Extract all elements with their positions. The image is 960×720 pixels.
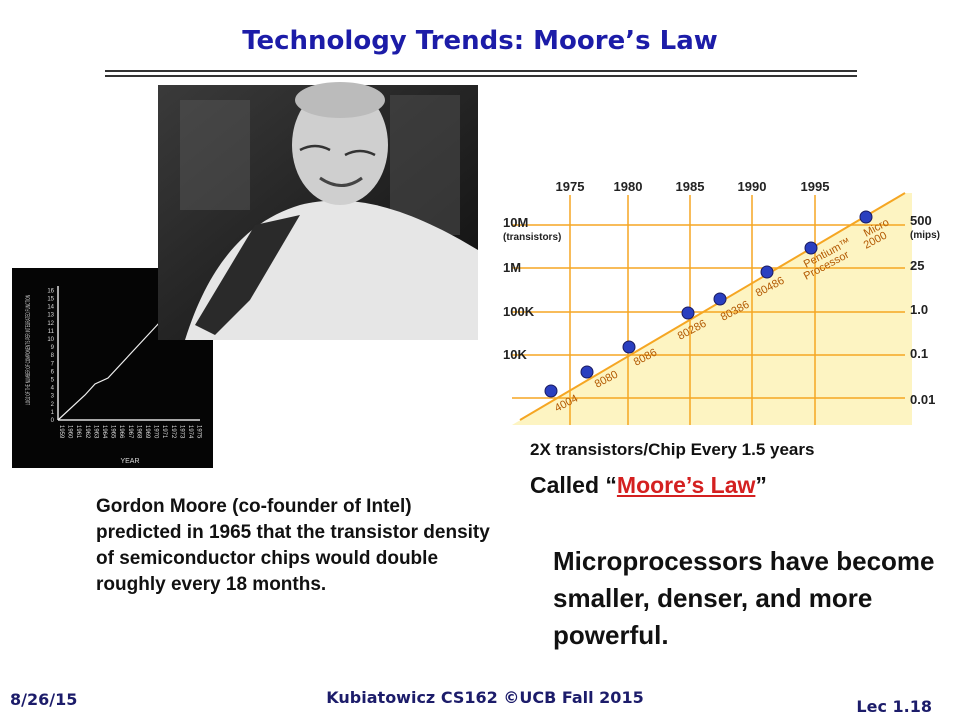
graph-x-tick: 1966	[118, 425, 124, 439]
graph-y-tick: 3	[51, 394, 55, 400]
year-label: 1975	[556, 179, 585, 194]
caption-text: ”	[755, 472, 767, 498]
footer-course: Kubiatowicz CS162 ©UCB Fall 2015	[326, 688, 644, 707]
graph-y-tick: 1	[51, 410, 55, 416]
graph-y-tick: 6	[51, 369, 55, 375]
right-axis-label: 0.01	[910, 392, 935, 407]
right-axis-label: 1.0	[910, 302, 928, 317]
graph-y-tick: 13	[47, 313, 54, 319]
moores-law-link[interactable]: Moore’s Law	[616, 472, 756, 498]
graph-y-tick: 16	[47, 288, 54, 294]
graph-y-tick: 11	[48, 329, 55, 335]
graph-x-tick: 1973	[178, 425, 184, 439]
chip-dot	[681, 306, 695, 320]
chip-dot	[580, 365, 594, 379]
caption-line: 2X transistors/Chip Every 1.5 years	[530, 440, 815, 459]
photo	[158, 82, 478, 340]
graph-x-tick: 1963	[92, 425, 98, 439]
trend-line	[519, 192, 906, 421]
year-label: 1985	[676, 179, 705, 194]
footer-lecture: Lec 1.18	[856, 697, 932, 716]
title-rule	[105, 75, 857, 77]
chip-dot	[622, 340, 636, 354]
chip-dot	[544, 384, 558, 398]
right-axis-label: 500	[910, 213, 932, 228]
footer-date: 8/26/15	[10, 690, 78, 709]
chip-dot	[804, 241, 818, 255]
graph-x-tick: 1970	[153, 425, 159, 439]
conclusion: Microprocessors have become smaller, den…	[553, 546, 935, 650]
year-label: 1980	[614, 179, 643, 194]
right-axis-label: 25	[910, 258, 924, 273]
graph-x-tick: 1959	[58, 425, 64, 439]
graph-y-tick: 9	[51, 345, 55, 351]
caption-text: Called “	[530, 472, 617, 498]
graph-y-tick: 5	[51, 378, 55, 384]
graph-y-label: LOG2 OF THE NUMBER OF COMPONENTS PER INT…	[26, 295, 32, 405]
left-axis-label: (transistors)	[503, 232, 561, 243]
year-label: 1990	[738, 179, 767, 194]
graph-x-tick: 1971	[161, 425, 167, 439]
graph-y-tick: 7	[51, 361, 55, 367]
graph-x-tick: 1964	[101, 425, 107, 439]
chip-dot	[713, 292, 727, 306]
graph-x-tick: 1962	[84, 425, 90, 439]
graph-x-tick: 1961	[75, 425, 81, 439]
graph-x-tick: 1969	[144, 425, 150, 439]
slide-title: Technology Trends: Moore’s Law	[242, 26, 718, 56]
title-rule	[105, 70, 857, 72]
graph-y-tick: 2	[51, 402, 55, 408]
chip-dot	[760, 265, 774, 279]
chip-dot	[859, 210, 873, 224]
year-label: 1995	[801, 179, 830, 194]
graph-y-tick: 8	[51, 353, 55, 359]
left-axis-label: 100K	[503, 304, 535, 319]
left-axis-label: 1M	[503, 260, 521, 275]
graph-y-tick: 12	[47, 321, 54, 327]
graph-x-tick: 1972	[170, 425, 176, 439]
graph-x-tick: 1965	[110, 425, 116, 439]
moore-chart: 1975 1980 1985 1990 1995 10M (transistors) 1M 10…	[503, 179, 940, 425]
graph-y-tick: 15	[47, 297, 54, 303]
graph-y-tick: 14	[47, 305, 54, 311]
graph-x-tick: 1975	[196, 425, 202, 439]
right-axis-label: (mips)	[910, 230, 940, 241]
graph-y-tick: 4	[51, 386, 55, 392]
right-axis-label: 0.1	[910, 346, 928, 361]
graph-y-tick: 10	[47, 337, 54, 343]
left-axis-label: 10M	[503, 215, 528, 230]
graph-x-tick: 1974	[187, 425, 193, 439]
graph-x-tick: 1967	[127, 425, 133, 439]
description: Gordon Moore (co-founder of Intel) predi…	[96, 496, 490, 595]
graph-y-tick: 0	[51, 418, 55, 424]
caption-called: Called “Moore’s Law”	[530, 472, 767, 499]
left-axis-label: 10K	[503, 347, 527, 362]
graph-x-tick: 1968	[135, 425, 141, 439]
graph-x-tick: 1960	[67, 425, 73, 439]
graph-x-label: YEAR	[120, 458, 139, 465]
